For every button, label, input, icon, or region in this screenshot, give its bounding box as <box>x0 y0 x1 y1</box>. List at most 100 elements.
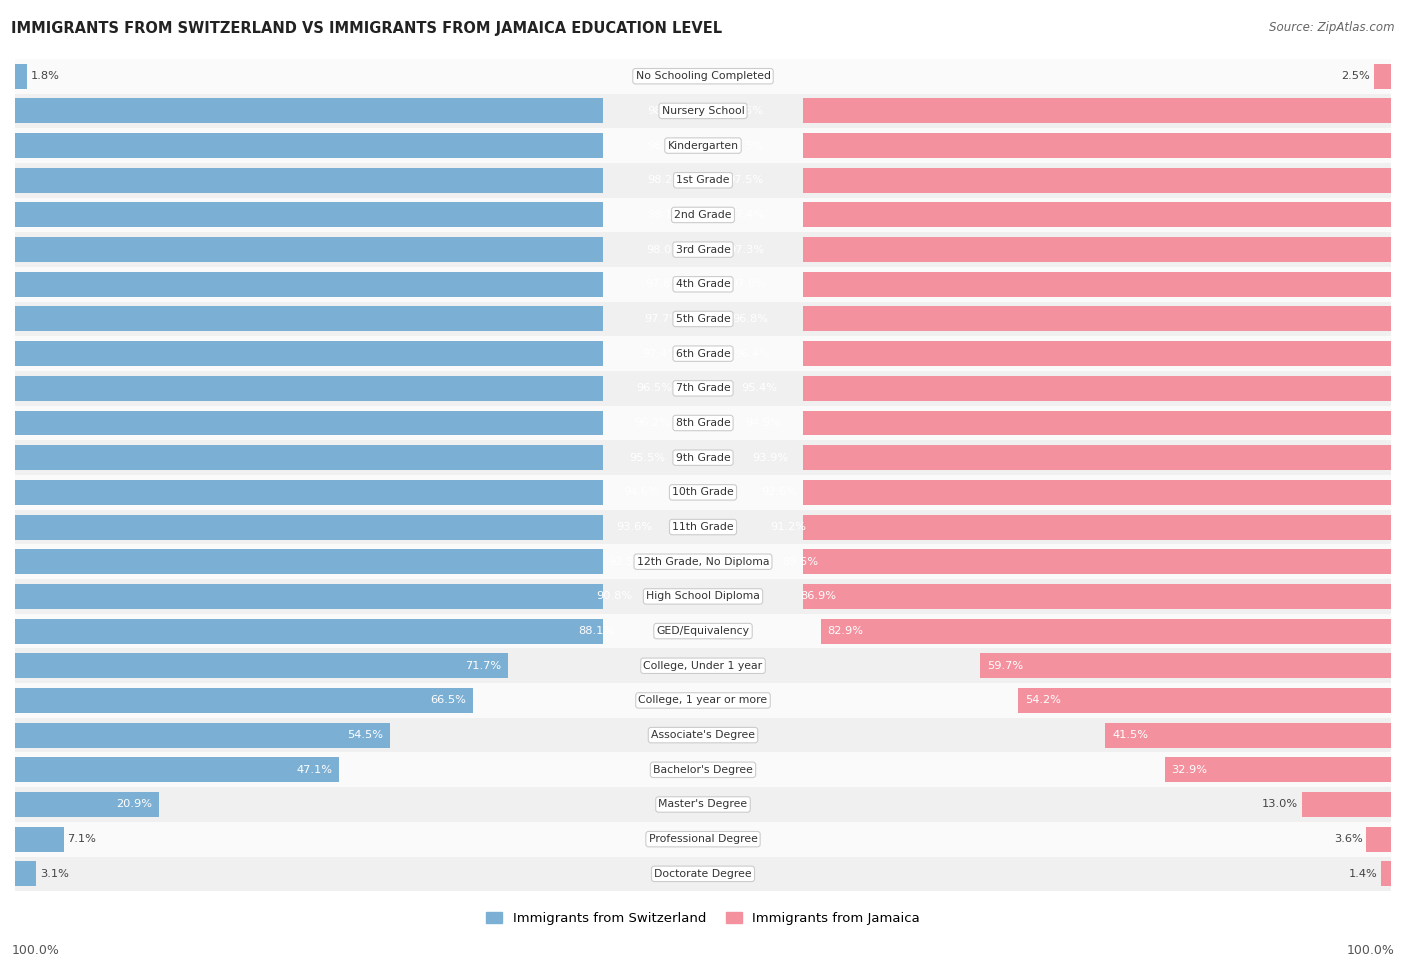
Bar <box>15 198 1391 232</box>
Text: 95.4%: 95.4% <box>741 383 778 393</box>
Text: 94.6%: 94.6% <box>623 488 659 497</box>
Text: 2nd Grade: 2nd Grade <box>675 210 731 220</box>
Bar <box>1105 722 1391 748</box>
Bar <box>15 653 509 679</box>
Bar <box>15 306 603 332</box>
Bar <box>803 168 1391 193</box>
Bar <box>803 549 1391 574</box>
Text: Nursery School: Nursery School <box>662 106 744 116</box>
Bar <box>15 549 603 574</box>
Text: 97.4%: 97.4% <box>728 210 763 220</box>
Bar <box>15 753 1391 787</box>
Bar <box>1374 63 1391 89</box>
Text: 82.9%: 82.9% <box>828 626 863 636</box>
Text: 97.8%: 97.8% <box>645 279 681 290</box>
Text: 13.0%: 13.0% <box>1263 800 1298 809</box>
Bar <box>15 792 159 817</box>
Bar <box>15 134 603 158</box>
Bar <box>15 441 1391 475</box>
Text: 89.5%: 89.5% <box>782 557 818 566</box>
Bar <box>15 822 1391 856</box>
Text: IMMIGRANTS FROM SWITZERLAND VS IMMIGRANTS FROM JAMAICA EDUCATION LEVEL: IMMIGRANTS FROM SWITZERLAND VS IMMIGRANT… <box>11 21 723 36</box>
Bar <box>15 94 1391 129</box>
Text: College, Under 1 year: College, Under 1 year <box>644 661 762 671</box>
Text: 5th Grade: 5th Grade <box>676 314 730 324</box>
Bar <box>803 203 1391 227</box>
Text: 91.2%: 91.2% <box>770 522 807 532</box>
Text: 54.5%: 54.5% <box>347 730 382 740</box>
Bar <box>15 856 1391 891</box>
Text: 97.7%: 97.7% <box>644 314 681 324</box>
Text: 7th Grade: 7th Grade <box>676 383 730 393</box>
Bar <box>15 787 1391 822</box>
Bar <box>803 134 1391 158</box>
Bar <box>803 272 1391 296</box>
Bar <box>15 683 1391 718</box>
Text: Doctorate Degree: Doctorate Degree <box>654 869 752 878</box>
Text: 54.2%: 54.2% <box>1025 695 1062 706</box>
Bar <box>803 375 1391 401</box>
Text: 11th Grade: 11th Grade <box>672 522 734 532</box>
Text: 7.1%: 7.1% <box>67 835 96 844</box>
Bar <box>15 475 1391 510</box>
Bar <box>15 129 1391 163</box>
Bar <box>1302 792 1391 817</box>
Text: 98.1%: 98.1% <box>647 210 683 220</box>
Bar <box>15 301 1391 336</box>
Bar <box>803 515 1391 539</box>
Text: 97.5%: 97.5% <box>727 106 763 116</box>
Bar <box>15 515 603 539</box>
Bar <box>15 63 27 89</box>
Bar <box>15 510 1391 544</box>
Bar <box>15 237 603 262</box>
Text: 96.8%: 96.8% <box>733 314 768 324</box>
Bar <box>15 410 603 436</box>
Text: 95.5%: 95.5% <box>628 452 665 463</box>
Text: 97.3%: 97.3% <box>728 245 765 254</box>
Legend: Immigrants from Switzerland, Immigrants from Jamaica: Immigrants from Switzerland, Immigrants … <box>481 907 925 930</box>
Bar <box>15 267 1391 301</box>
Text: 9th Grade: 9th Grade <box>676 452 730 463</box>
Bar <box>803 306 1391 332</box>
Text: 4th Grade: 4th Grade <box>676 279 730 290</box>
Bar <box>15 648 1391 683</box>
Bar <box>15 718 1391 753</box>
Text: 92.5%: 92.5% <box>609 557 644 566</box>
Bar <box>15 480 603 505</box>
Text: Kindergarten: Kindergarten <box>668 140 738 150</box>
Text: 97.5%: 97.5% <box>727 176 763 185</box>
Bar <box>15 579 1391 613</box>
Text: 98.0%: 98.0% <box>647 245 682 254</box>
Bar <box>15 272 603 296</box>
Text: 12th Grade, No Diploma: 12th Grade, No Diploma <box>637 557 769 566</box>
Text: College, 1 year or more: College, 1 year or more <box>638 695 768 706</box>
Bar <box>803 410 1391 436</box>
Text: Professional Degree: Professional Degree <box>648 835 758 844</box>
Text: 66.5%: 66.5% <box>430 695 465 706</box>
Bar <box>15 827 63 851</box>
Bar <box>15 232 1391 267</box>
Text: 10th Grade: 10th Grade <box>672 488 734 497</box>
Bar <box>15 375 603 401</box>
Text: 3.1%: 3.1% <box>39 869 69 878</box>
Text: 96.2%: 96.2% <box>634 418 671 428</box>
Bar <box>15 98 603 124</box>
Text: 32.9%: 32.9% <box>1171 764 1208 775</box>
Bar <box>15 861 37 886</box>
Text: 97.5%: 97.5% <box>727 140 763 150</box>
Text: 86.9%: 86.9% <box>800 592 837 602</box>
Bar <box>15 544 1391 579</box>
Bar <box>1381 861 1391 886</box>
Bar <box>15 758 339 782</box>
Text: 20.9%: 20.9% <box>115 800 152 809</box>
Text: 96.4%: 96.4% <box>735 349 770 359</box>
Bar <box>803 480 1391 505</box>
Text: 98.2%: 98.2% <box>648 106 683 116</box>
Text: 96.5%: 96.5% <box>636 383 672 393</box>
Bar <box>15 406 1391 441</box>
Text: 90.8%: 90.8% <box>596 592 633 602</box>
Text: 93.6%: 93.6% <box>616 522 652 532</box>
Text: 3.6%: 3.6% <box>1334 835 1362 844</box>
Bar <box>15 618 603 644</box>
Bar <box>803 446 1391 470</box>
